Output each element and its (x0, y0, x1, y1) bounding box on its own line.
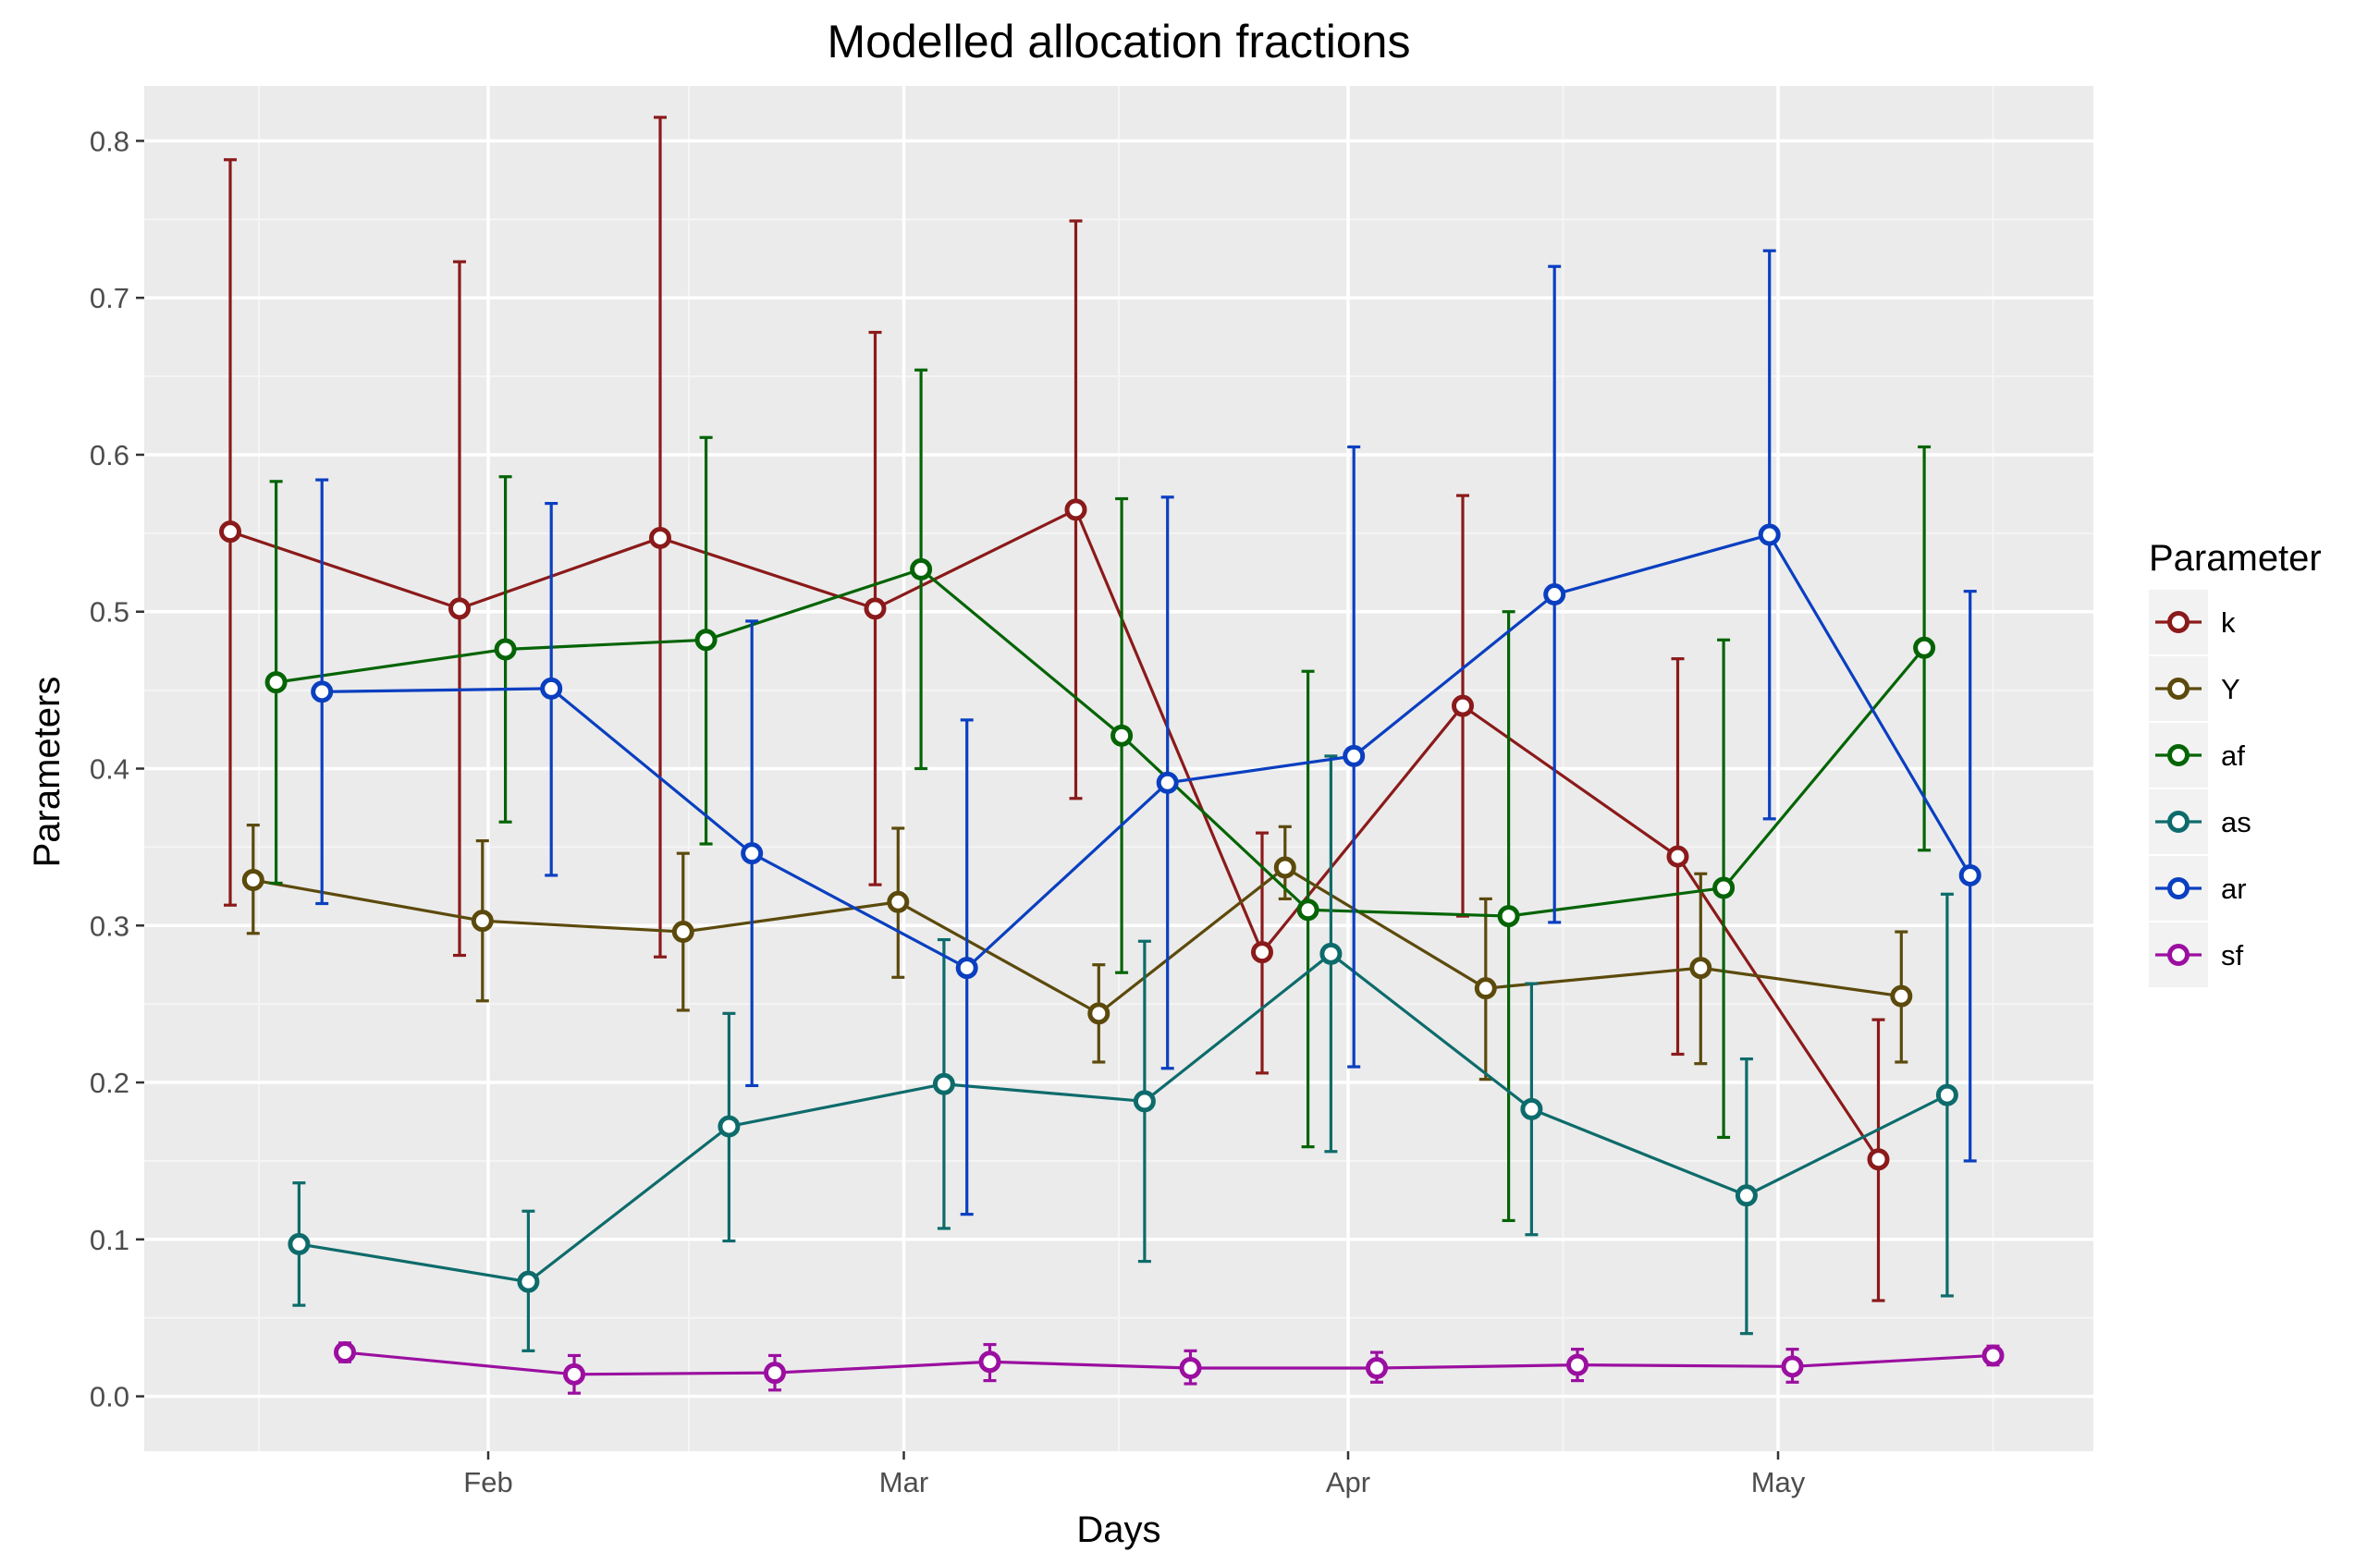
legend-label-k: k (2221, 606, 2236, 639)
data-point-Y (671, 921, 694, 944)
data-point-af (1712, 876, 1736, 899)
data-point-af (494, 638, 517, 661)
legend-marker-k (2167, 611, 2190, 633)
data-point-as (1319, 942, 1343, 965)
data-point-as (932, 1072, 955, 1095)
legend-label-Y: Y (2221, 673, 2240, 705)
data-point-sf (1981, 1344, 2005, 1367)
x-tick-label: Mar (879, 1466, 928, 1498)
data-point-ar (955, 957, 978, 980)
data-point-af (1913, 636, 1936, 659)
data-point-k (219, 520, 241, 544)
data-point-ar (1958, 863, 1981, 886)
data-point-ar (741, 842, 764, 865)
data-point-ar (1343, 744, 1366, 767)
y-tick-label: 0.4 (90, 753, 129, 786)
y-tick-label: 0.3 (90, 910, 129, 942)
y-tick-label: 0.0 (90, 1381, 129, 1413)
data-point-k (1666, 845, 1689, 868)
y-tick-label: 0.1 (90, 1224, 129, 1256)
data-point-af (1497, 905, 1520, 928)
legend-marker-Y (2167, 678, 2190, 700)
series-af (264, 368, 1936, 1223)
data-point-Y (1474, 977, 1497, 1000)
data-point-k (649, 526, 671, 549)
x-axis-title: Days (1076, 1509, 1160, 1550)
data-point-as (1735, 1184, 1758, 1207)
legend-marker-as (2167, 811, 2190, 833)
data-point-af (1110, 724, 1134, 747)
data-point-sf (563, 1363, 585, 1386)
data-point-ar (1543, 583, 1566, 606)
data-point-Y (1689, 957, 1712, 980)
legend-title: Parameter (2149, 538, 2322, 579)
series-k (219, 116, 1890, 1302)
legend-label-sf: sf (2221, 939, 2244, 972)
data-point-sf (1781, 1355, 1804, 1378)
x-tick-label: May (1751, 1466, 1806, 1498)
chart-title: Modelled allocation fractions (828, 16, 1411, 67)
data-point-Y (1273, 856, 1296, 879)
data-point-as (288, 1232, 311, 1255)
y-axis-title: Parameters (27, 677, 67, 868)
y-tick-label: 0.5 (90, 596, 129, 629)
data-point-as (517, 1270, 540, 1293)
y-tick-label: 0.8 (90, 125, 129, 157)
series-sf (334, 1341, 2005, 1395)
y-tick-label: 0.7 (90, 282, 129, 314)
y-tick-label: 0.6 (90, 439, 129, 471)
data-point-af (1296, 898, 1319, 922)
data-point-ar (1758, 523, 1781, 546)
data-point-as (1520, 1097, 1543, 1120)
data-point-Y (887, 890, 910, 913)
data-point-ar (311, 680, 334, 703)
data-point-sf (764, 1362, 786, 1385)
data-point-af (694, 629, 718, 652)
data-point-Y (1890, 984, 1913, 1008)
data-point-Y (471, 910, 494, 933)
legend-marker-af (2167, 744, 2190, 766)
series-Y (241, 824, 1913, 1082)
data-point-Y (241, 869, 264, 892)
legend-label-ar: ar (2221, 873, 2247, 905)
series-as (288, 754, 1958, 1352)
data-point-k (1064, 498, 1087, 521)
legend-label-af: af (2221, 739, 2245, 772)
legend-marker-ar (2167, 877, 2190, 899)
data-point-ar (1156, 771, 1179, 794)
data-point-Y (1087, 1002, 1110, 1025)
data-point-sf (1366, 1357, 1388, 1380)
legend-label-as: as (2221, 806, 2251, 838)
data-point-k (1867, 1148, 1890, 1171)
data-point-sf (1566, 1353, 1589, 1376)
x-tick-label: Feb (463, 1466, 512, 1498)
x-tick-label: Apr (1326, 1466, 1370, 1498)
data-point-k (1251, 941, 1273, 964)
data-point-sf (1179, 1357, 1202, 1380)
data-point-af (910, 557, 933, 580)
data-point-af (264, 671, 288, 694)
series-ar (311, 249, 1981, 1216)
data-point-k (864, 597, 887, 620)
data-point-k (448, 597, 471, 620)
data-point-sf (978, 1350, 1001, 1374)
data-point-as (1935, 1083, 1958, 1106)
y-tick-label: 0.2 (90, 1067, 129, 1099)
data-point-as (1133, 1090, 1156, 1113)
legend: k Yaf as ar sf (2149, 590, 2251, 987)
legend-marker-sf (2167, 944, 2190, 966)
data-point-as (718, 1115, 741, 1138)
data-point-k (1452, 694, 1474, 717)
data-point-sf (334, 1341, 356, 1364)
data-point-ar (540, 677, 563, 700)
